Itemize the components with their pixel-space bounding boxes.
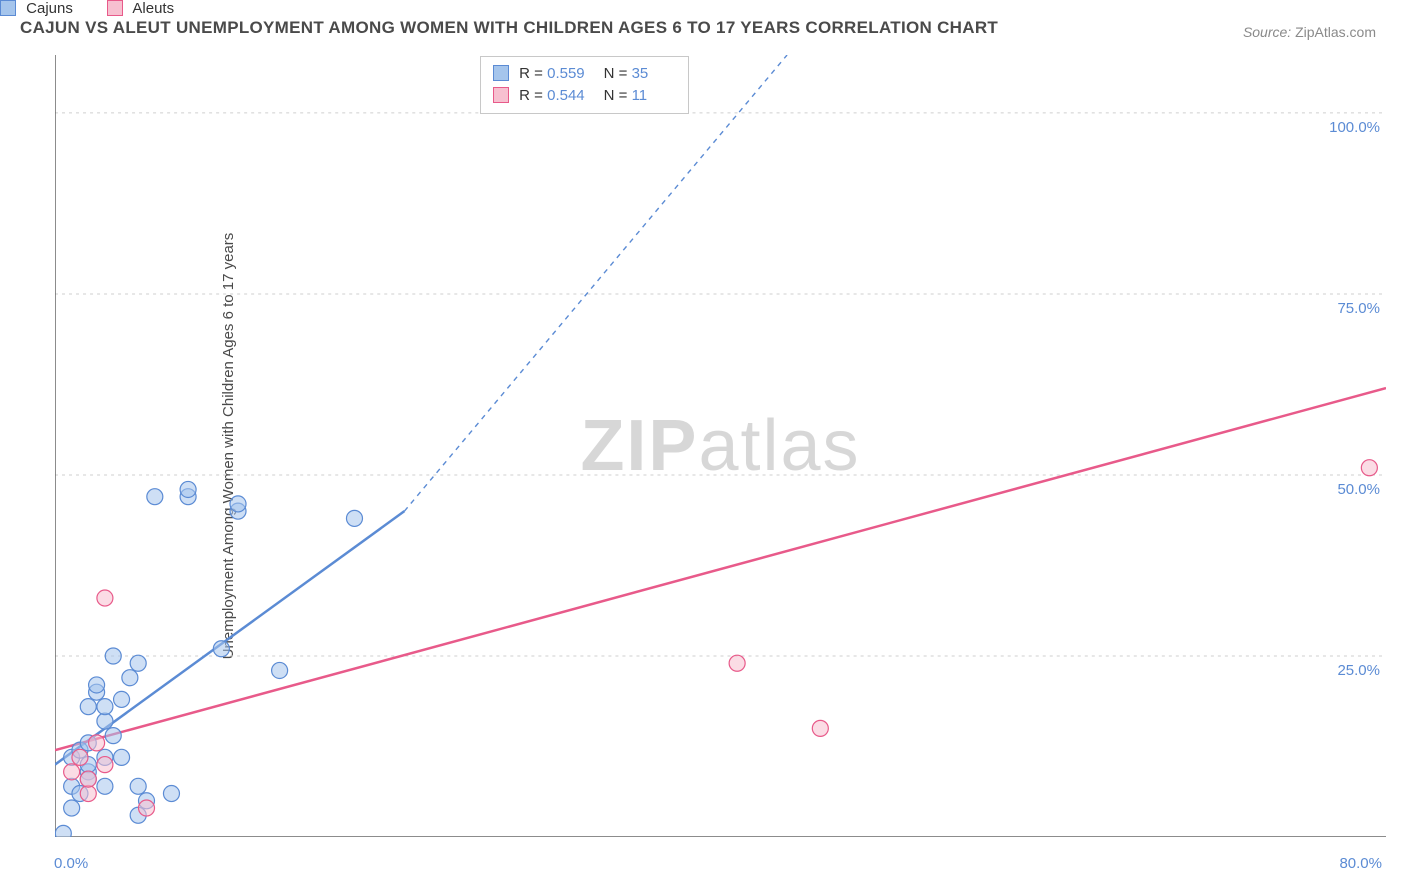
legend-row-aleuts: R = 0.544 N = 11 bbox=[493, 85, 676, 107]
source-label: Source: bbox=[1243, 24, 1291, 40]
point-cajuns bbox=[114, 749, 130, 765]
point-cajuns bbox=[272, 662, 288, 678]
legend-label-aleuts: Aleuts bbox=[132, 0, 174, 17]
x-tick-min: 0.0% bbox=[54, 855, 88, 872]
point-aleuts bbox=[139, 800, 155, 816]
r-label: R = bbox=[519, 65, 543, 82]
y-tick-label: 25.0% bbox=[1337, 662, 1380, 679]
point-cajuns bbox=[64, 800, 80, 816]
point-aleuts bbox=[80, 771, 96, 787]
point-aleuts bbox=[72, 749, 88, 765]
point-aleuts bbox=[80, 786, 96, 802]
point-cajuns bbox=[97, 699, 113, 715]
y-tick-label: 75.0% bbox=[1337, 300, 1380, 317]
swatch-cajuns bbox=[493, 65, 509, 81]
r-value-cajuns: 0.559 bbox=[547, 63, 591, 85]
point-cajuns bbox=[213, 641, 229, 657]
legend-item-aleuts: Aleuts bbox=[107, 0, 174, 17]
chart-title: CAJUN VS ALEUT UNEMPLOYMENT AMONG WOMEN … bbox=[20, 18, 998, 38]
legend-row-cajuns: R = 0.559 N = 35 bbox=[493, 63, 676, 85]
point-aleuts bbox=[812, 720, 828, 736]
y-tick-label: 100.0% bbox=[1329, 119, 1380, 136]
point-aleuts bbox=[64, 764, 80, 780]
point-cajuns bbox=[163, 786, 179, 802]
point-aleuts bbox=[89, 735, 105, 751]
point-cajuns bbox=[122, 670, 138, 686]
chart-svg bbox=[55, 55, 1386, 837]
legend-item-cajuns: Cajuns bbox=[0, 0, 77, 17]
point-aleuts bbox=[729, 655, 745, 671]
r-label-2: R = bbox=[519, 87, 543, 104]
point-aleuts bbox=[97, 757, 113, 773]
source-attribution: Source: ZipAtlas.com bbox=[1243, 24, 1376, 40]
point-cajuns bbox=[97, 778, 113, 794]
point-cajuns bbox=[130, 778, 146, 794]
point-cajuns bbox=[130, 655, 146, 671]
point-aleuts bbox=[1361, 460, 1377, 476]
point-cajuns bbox=[147, 489, 163, 505]
point-cajuns bbox=[89, 677, 105, 693]
swatch-aleuts-bottom bbox=[107, 0, 123, 16]
y-tick-label: 50.0% bbox=[1337, 481, 1380, 498]
point-cajuns bbox=[80, 699, 96, 715]
point-cajuns bbox=[97, 713, 113, 729]
point-aleuts bbox=[97, 590, 113, 606]
legend-stats: R = 0.559 N = 35 R = 0.544 N = 11 bbox=[480, 56, 689, 114]
n-label-2: N = bbox=[604, 87, 628, 104]
point-cajuns bbox=[114, 691, 130, 707]
swatch-cajuns-bottom bbox=[0, 0, 16, 16]
n-value-aleuts: 11 bbox=[632, 85, 676, 107]
r-value-aleuts: 0.544 bbox=[547, 85, 591, 107]
source-value: ZipAtlas.com bbox=[1295, 24, 1376, 40]
chart-area: 25.0%50.0%75.0%100.0% ZIPatlas bbox=[55, 55, 1386, 837]
point-cajuns bbox=[105, 728, 121, 744]
point-cajuns bbox=[346, 510, 362, 526]
trendline-aleuts bbox=[55, 388, 1386, 750]
trendline-dash-cajuns bbox=[404, 55, 787, 511]
point-cajuns bbox=[105, 648, 121, 664]
legend-series: Cajuns Aleuts bbox=[0, 0, 1406, 17]
point-cajuns bbox=[230, 496, 246, 512]
legend-label-cajuns: Cajuns bbox=[26, 0, 73, 17]
x-tick-max: 80.0% bbox=[1339, 855, 1382, 872]
n-label: N = bbox=[604, 65, 628, 82]
point-cajuns bbox=[55, 825, 71, 837]
point-cajuns bbox=[180, 481, 196, 497]
n-value-cajuns: 35 bbox=[632, 63, 676, 85]
swatch-aleuts bbox=[493, 87, 509, 103]
